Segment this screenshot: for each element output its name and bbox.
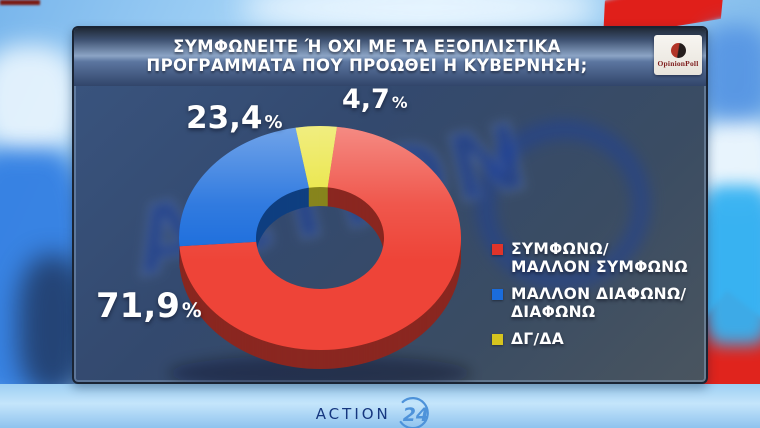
legend-item-agree: ΣΥΜΦΩΝΩ/ ΜΑΛΛΟΝ ΣΥΜΦΩΝΩ — [492, 240, 688, 276]
slice-label-dg-da: 4,7% — [342, 84, 408, 115]
title-bar: ΣΥΜΦΩΝΕΙΤΕ Ή ΟΧΙ ΜΕ ΤΑ ΕΞΟΠΛΙΣΤΙΚΑ ΠΡΟΓΡ… — [74, 28, 706, 86]
poll-question-line1: ΣΥΜΦΩΝΕΙΤΕ Ή ΟΧΙ ΜΕ ΤΑ ΕΞΟΠΛΙΣΤΙΚΑ — [173, 37, 561, 56]
channel-number-text: 24 — [403, 404, 429, 426]
legend-swatch-yellow — [492, 334, 503, 345]
legend-swatch-blue — [492, 289, 503, 300]
bg-maroon-strip — [0, 0, 40, 5]
pollster-badge: OpinionPoll — [654, 35, 702, 75]
poll-panel: ACTION 4,7% 71,9% 23,4% — [72, 26, 708, 384]
legend-label: ΔΓ/ΔΑ — [511, 330, 565, 348]
pollster-logo-icon — [670, 42, 686, 58]
bottom-band: ACTION 24 — [0, 384, 760, 428]
bg-blue-shape-right-top — [700, 25, 760, 120]
legend-item-dg-da: ΔΓ/ΔΑ — [492, 330, 688, 348]
slice-label-agree: 71,9% — [96, 286, 202, 326]
channel-logo: ACTION 24 — [316, 394, 435, 428]
legend-label: ΣΥΜΦΩΝΩ/ — [511, 240, 609, 258]
channel-name-text: ACTION — [315, 405, 391, 423]
pollster-name: OpinionPoll — [657, 58, 699, 68]
slice-label-disagree: 23,4% — [186, 100, 283, 136]
poll-question-line2: ΠΡΟΓΡΑΜΜΑΤΑ ΠΟΥ ΠΡΟΩΘΕΙ Η ΚΥΒΕΡΝΗΣΗ; — [146, 56, 588, 75]
legend-swatch-red — [492, 244, 503, 255]
chart-legend: ΣΥΜΦΩΝΩ/ ΜΑΛΛΟΝ ΣΥΜΦΩΝΩ ΜΑΛΛΟΝ ΔΙΑΦΩΝΩ/ … — [492, 240, 688, 348]
legend-label: ΔΙΑΦΩΝΩ — [511, 303, 596, 321]
legend-item-disagree: ΜΑΛΛΟΝ ΔΙΑΦΩΝΩ/ ΔΙΑΦΩΝΩ — [492, 285, 688, 321]
legend-label: ΜΑΛΛΟΝ ΔΙΑΦΩΝΩ/ — [511, 285, 687, 303]
legend-label: ΜΑΛΛΟΝ ΣΥΜΦΩΝΩ — [511, 258, 688, 276]
bg-cyan-shape-right — [702, 185, 760, 345]
bg-white-shape-left — [0, 45, 80, 155]
channel-24-swoosh-icon: 24 — [399, 397, 429, 428]
